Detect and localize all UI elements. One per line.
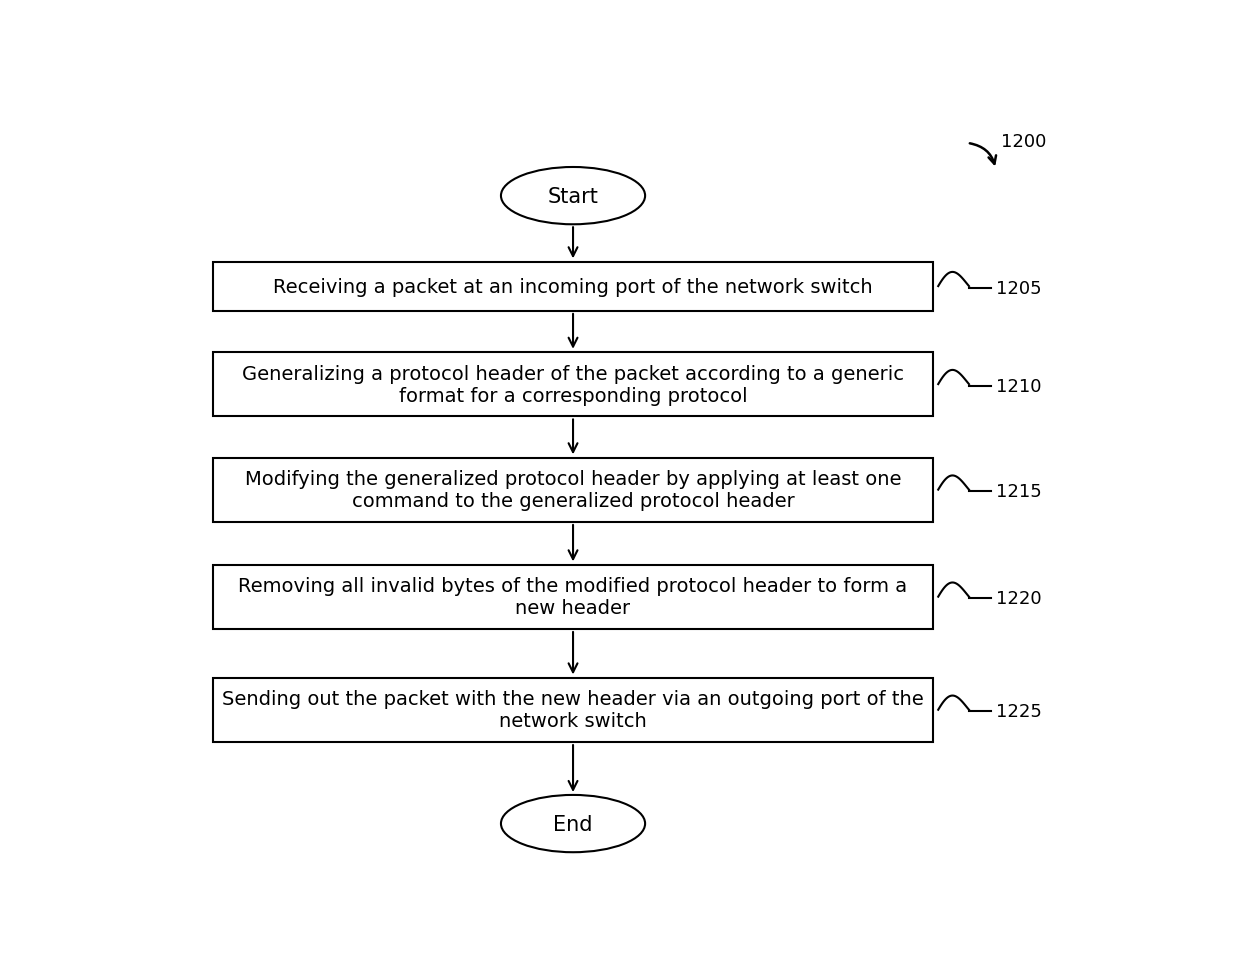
Text: 1200: 1200: [1001, 132, 1047, 151]
Bar: [213, 458, 934, 522]
Text: 1205: 1205: [996, 280, 1042, 297]
Text: 1225: 1225: [996, 702, 1042, 721]
Text: Sending out the packet with the new header via an outgoing port of the
network s: Sending out the packet with the new head…: [222, 689, 924, 731]
Bar: [213, 565, 934, 629]
Text: Generalizing a protocol header of the packet according to a generic
format for a: Generalizing a protocol header of the pa…: [242, 364, 904, 405]
Text: Receiving a packet at an incoming port of the network switch: Receiving a packet at an incoming port o…: [273, 278, 873, 296]
Text: 1215: 1215: [996, 482, 1042, 501]
Ellipse shape: [501, 795, 645, 853]
Text: End: End: [553, 814, 593, 833]
Text: Modifying the generalized protocol header by applying at least one
command to th: Modifying the generalized protocol heade…: [244, 469, 901, 511]
Text: 1210: 1210: [996, 378, 1042, 395]
Ellipse shape: [501, 168, 645, 225]
Text: Start: Start: [548, 187, 599, 206]
Text: Removing all invalid bytes of the modified protocol header to form a
new header: Removing all invalid bytes of the modifi…: [238, 577, 908, 617]
Text: 1220: 1220: [996, 590, 1042, 607]
Bar: [213, 678, 934, 742]
Bar: [213, 262, 934, 311]
Bar: [213, 353, 934, 417]
